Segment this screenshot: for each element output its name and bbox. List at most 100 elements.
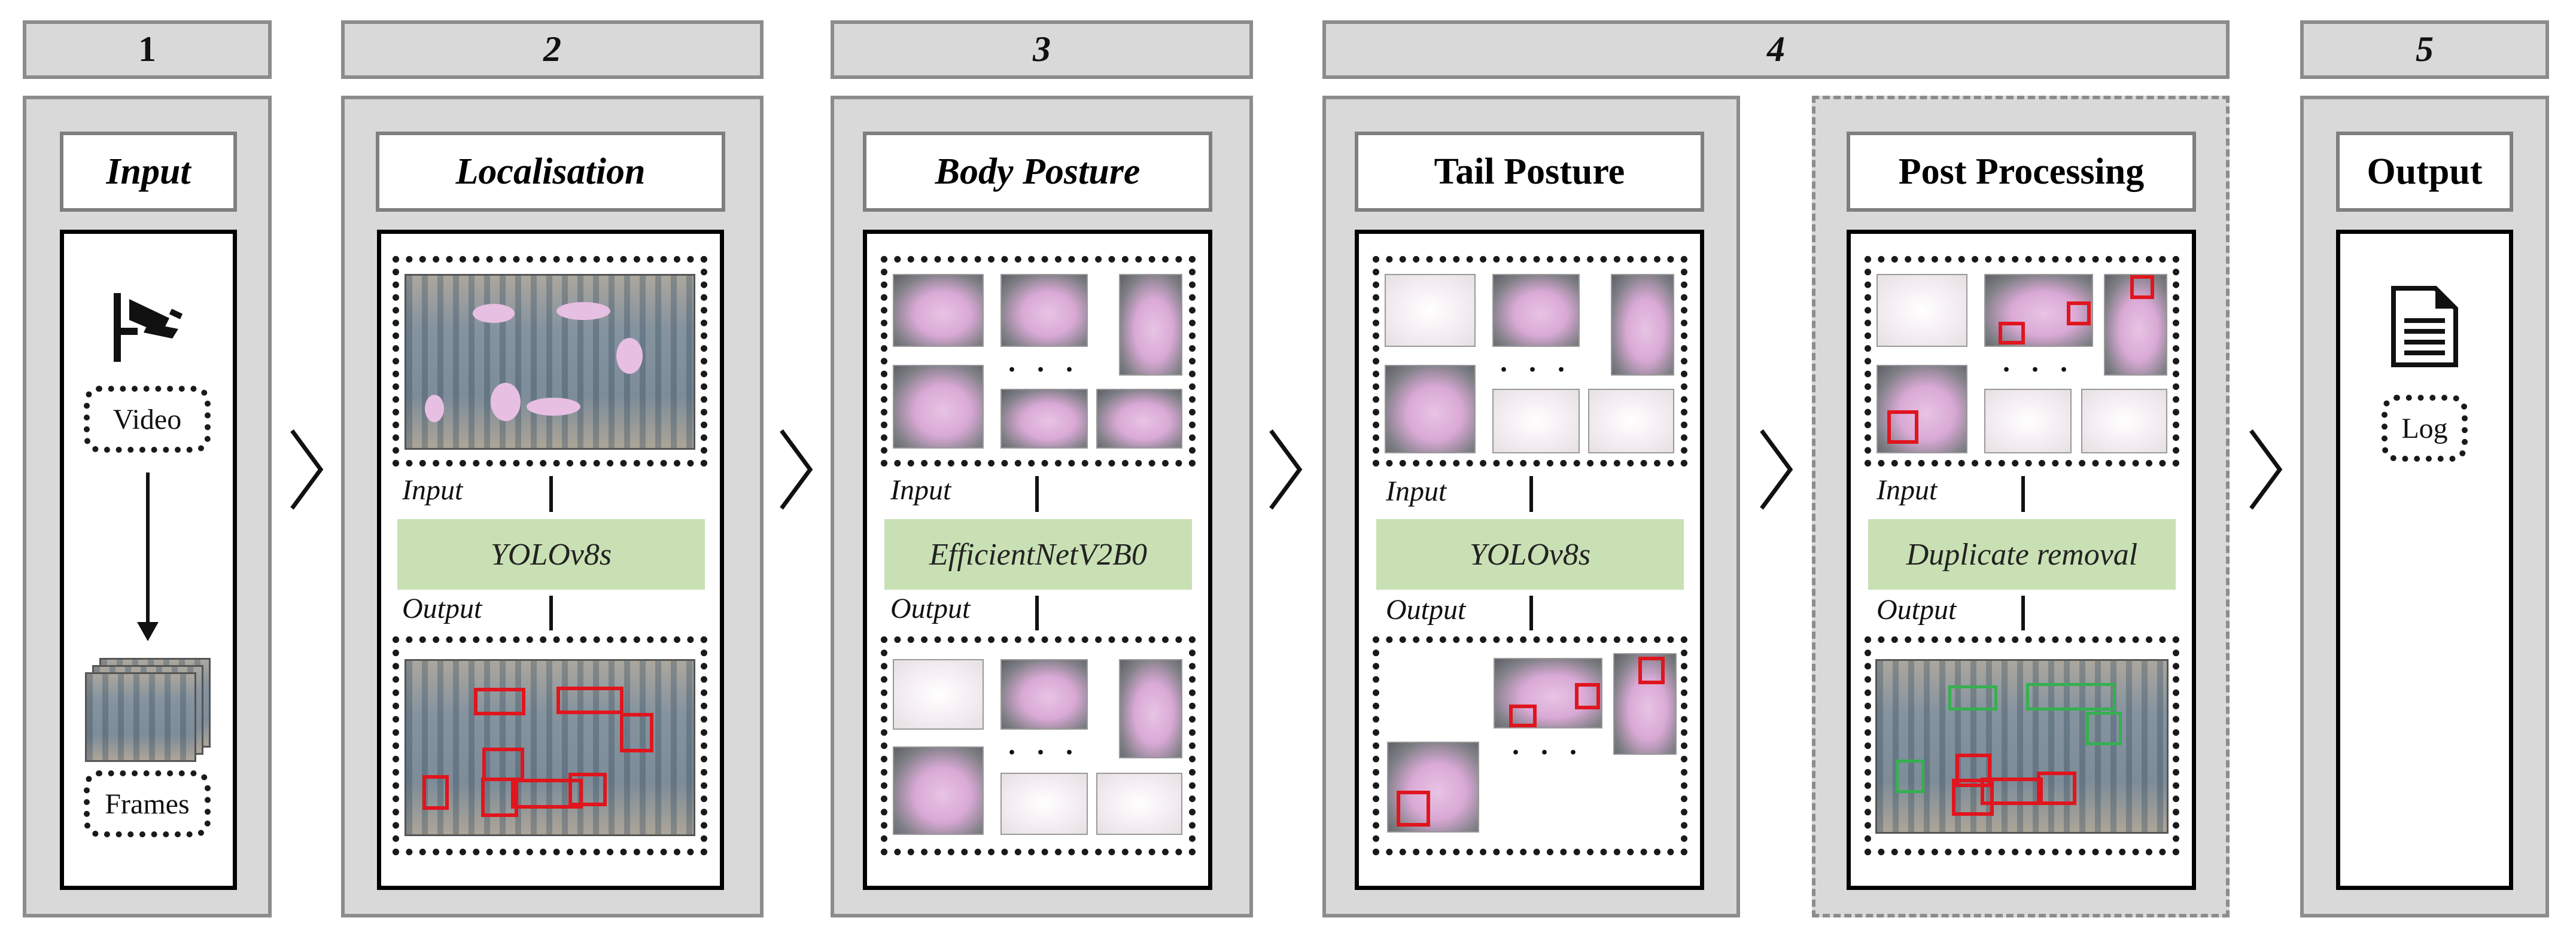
chevron-right-icon bbox=[2249, 429, 2283, 510]
ellipsis: . . . bbox=[1500, 346, 1572, 378]
chevron-right-icon bbox=[1269, 429, 1303, 510]
detection-box bbox=[2037, 772, 2076, 805]
input-label: Input bbox=[1386, 475, 1447, 507]
pig-crop-image bbox=[1096, 389, 1182, 449]
tail-posture-title-text: Tail Posture bbox=[1434, 151, 1625, 192]
pig-shape bbox=[527, 398, 580, 416]
input-label: Input bbox=[402, 474, 463, 506]
tail-detection-box bbox=[1575, 683, 1600, 709]
pig-shape bbox=[491, 383, 521, 421]
kept-detection-box bbox=[1896, 760, 1924, 793]
body-posture-title-text: Body Posture bbox=[935, 151, 1141, 192]
pig-crop-image bbox=[1492, 389, 1580, 453]
kept-detection-box bbox=[1948, 685, 1997, 711]
pig-crop-image bbox=[1119, 274, 1182, 376]
pig-crop-image bbox=[1613, 653, 1677, 755]
cctv-camera-icon bbox=[114, 293, 183, 362]
post-processing-title: Post Processing bbox=[1847, 132, 2196, 212]
pig-crop-image bbox=[1000, 773, 1088, 835]
yolov8s-model-box: YOLOv8s bbox=[397, 519, 705, 590]
video-label: Video bbox=[84, 386, 211, 453]
detection-box bbox=[1981, 778, 2043, 805]
ellipsis: . . . bbox=[1008, 729, 1080, 761]
pig-crop-image bbox=[1877, 365, 1967, 453]
connector-line bbox=[1035, 476, 1039, 512]
frame-thumbnail bbox=[85, 672, 196, 762]
stage-5-number: 5 bbox=[2300, 20, 2549, 79]
detection-box bbox=[568, 773, 607, 806]
detection-box bbox=[1955, 754, 1991, 787]
pig-shape bbox=[616, 338, 643, 374]
chevron-right-icon bbox=[780, 429, 813, 510]
connector-line bbox=[549, 476, 553, 512]
pig-crop-image bbox=[1588, 389, 1674, 453]
final-frame-image bbox=[1875, 659, 2169, 834]
output-label: Output bbox=[1877, 594, 1957, 626]
detection-box bbox=[1952, 779, 1994, 816]
detection-box bbox=[620, 713, 653, 752]
flow-arrow-line bbox=[146, 472, 150, 633]
detection-box bbox=[474, 688, 525, 715]
output-title-text: Output bbox=[2367, 151, 2483, 192]
detection-box bbox=[422, 775, 449, 810]
connector-line bbox=[1529, 596, 1533, 630]
pig-crop-image bbox=[1984, 274, 2093, 347]
chevron-right-icon bbox=[1760, 429, 1793, 510]
arrow-down-icon bbox=[137, 622, 159, 641]
pig-shape bbox=[556, 302, 610, 320]
kept-detection-box bbox=[2086, 712, 2122, 745]
pig-crop-image bbox=[1000, 389, 1088, 449]
pig-crop-image bbox=[1000, 659, 1088, 730]
output-label: Output bbox=[890, 593, 971, 624]
body-posture-title: Body Posture bbox=[863, 132, 1212, 212]
pig-shape bbox=[425, 395, 444, 422]
detection-box bbox=[481, 778, 518, 817]
pig-crop-image bbox=[2104, 274, 2167, 376]
input-label: Input bbox=[890, 474, 951, 506]
pig-crop-image bbox=[1385, 274, 1476, 347]
input-title: Input bbox=[60, 132, 237, 212]
pig-crop-image bbox=[1387, 742, 1479, 833]
localisation-title-text: Localisation bbox=[455, 151, 646, 192]
pig-crop-image bbox=[893, 274, 984, 347]
detection-box bbox=[511, 779, 583, 809]
pig-crop-image bbox=[1492, 274, 1580, 347]
duplicate-removal-box: Duplicate removal bbox=[1868, 519, 2176, 590]
stage-4-number: 4 bbox=[1322, 20, 2230, 79]
tail-detection-box bbox=[1887, 410, 1918, 444]
connector-line bbox=[2021, 476, 2025, 512]
ellipsis: . . . bbox=[2003, 346, 2075, 378]
pig-crop-image bbox=[1611, 274, 1674, 376]
stage-3-number: 3 bbox=[831, 20, 1253, 79]
pig-crop-image bbox=[893, 746, 984, 835]
pig-shape bbox=[473, 304, 515, 323]
chevron-right-icon bbox=[290, 429, 324, 510]
pig-crop-image bbox=[1000, 274, 1088, 347]
input-title-text: Input bbox=[106, 151, 191, 192]
tail-detection-box bbox=[1397, 791, 1430, 827]
pig-crop-image bbox=[2081, 389, 2167, 453]
tail-detection-box bbox=[1509, 705, 1537, 727]
pig-crop-image bbox=[1984, 389, 2072, 453]
pig-crop-image bbox=[1385, 365, 1476, 453]
input-label: Input bbox=[1877, 474, 1938, 506]
output-title: Output bbox=[2336, 132, 2513, 212]
efficientnet-model-box: EfficientNetV2B0 bbox=[884, 519, 1192, 590]
ellipsis: . . . bbox=[1512, 729, 1584, 761]
tail-detection-box bbox=[2067, 301, 2091, 325]
output-label: Output bbox=[402, 593, 482, 624]
log-label: Log bbox=[2382, 395, 2468, 462]
frames-label: Frames bbox=[84, 770, 211, 837]
stage-2-number: 2 bbox=[341, 20, 764, 79]
connector-line bbox=[549, 596, 553, 630]
pig-crop-image bbox=[1119, 659, 1182, 758]
pig-crop-image bbox=[893, 659, 984, 730]
tail-detection-box bbox=[2130, 275, 2154, 299]
yolov8s-tail-model-box: YOLOv8s bbox=[1376, 519, 1684, 590]
localisation-title: Localisation bbox=[376, 132, 725, 212]
ellipsis: . . . bbox=[1008, 346, 1080, 378]
pig-crop-image bbox=[893, 365, 984, 449]
stage-1-number: 1 bbox=[23, 20, 272, 79]
post-processing-title-text: Post Processing bbox=[1898, 151, 2145, 192]
kept-detection-box bbox=[2026, 683, 2116, 711]
